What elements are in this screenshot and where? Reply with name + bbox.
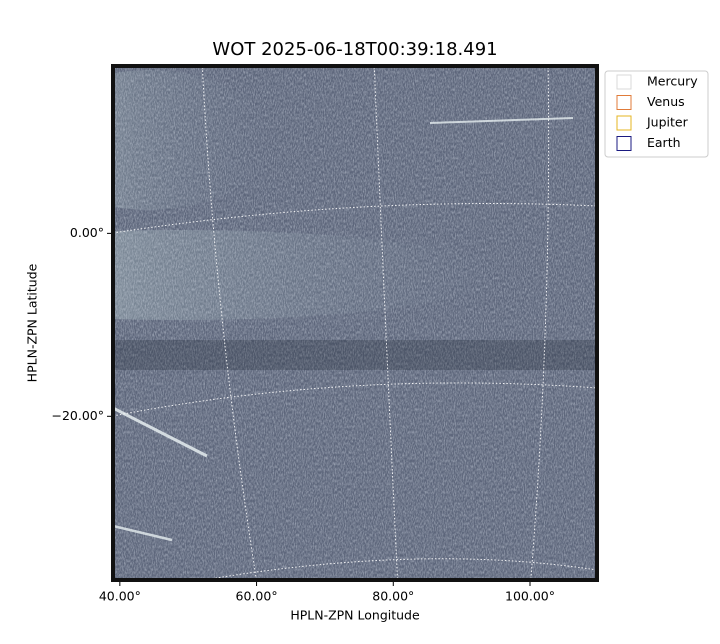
legend-marker: [616, 95, 632, 110]
image-noise: [113, 66, 597, 580]
plot-frame: [111, 64, 599, 582]
legend-marker: [616, 74, 632, 90]
legend-marker: [616, 136, 632, 151]
streak: [113, 524, 173, 542]
streak: [113, 406, 208, 458]
x-tick-label: 100.00°: [505, 589, 555, 604]
y-tick-label: 0.00°: [70, 225, 104, 240]
x-axis-label: HPLN-ZPN Longitude: [290, 608, 420, 623]
coordinate-grid: [113, 66, 597, 580]
dark-band: [113, 340, 597, 370]
legend-label: Venus: [647, 94, 685, 109]
legend-marker: [616, 115, 632, 131]
y-axis-label: HPLN-ZPN Latitude: [25, 263, 40, 382]
x-tick-label: 40.00°: [99, 589, 141, 604]
legend: [604, 70, 709, 158]
x-tick-label: 60.00°: [236, 589, 278, 604]
legend-label: Jupiter: [646, 115, 689, 130]
legend-label: Earth: [647, 135, 681, 150]
legend-label: Mercury: [647, 74, 698, 89]
image-area: [113, 66, 597, 580]
legend-frame: [604, 70, 709, 158]
y-tick-label: −20.00°: [51, 408, 104, 423]
chart-title: WOT 2025-06-18T00:39:18.491: [212, 39, 497, 60]
x-tick-label: 80.00°: [372, 589, 414, 604]
streak: [429, 117, 574, 124]
